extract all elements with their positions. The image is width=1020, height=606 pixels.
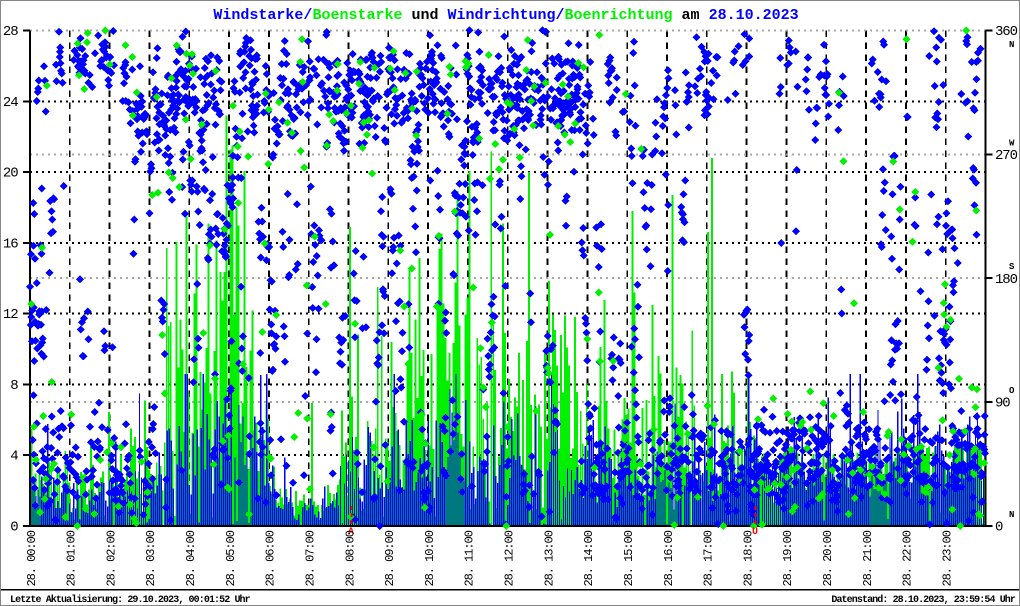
svg-text:28. 08:00: 28. 08:00 [343,530,357,586]
svg-text:28. 22:00: 28. 22:00 [901,530,915,586]
svg-text:28. 12:00: 28. 12:00 [503,530,517,586]
svg-text:Datenstand: 28.10.2023, 23:59:: Datenstand: 28.10.2023, 23:59:54 Uhr [831,594,1016,606]
svg-text:28. 06:00: 28. 06:00 [264,530,278,586]
svg-text:16: 16 [3,236,18,252]
svg-text:28. 23:00: 28. 23:00 [941,530,955,586]
svg-text:12: 12 [3,307,18,323]
svg-text:28. 13:00: 28. 13:00 [542,530,556,586]
svg-text:28. 16:00: 28. 16:00 [662,530,676,586]
svg-text:28. 09:00: 28. 09:00 [383,530,397,586]
svg-text:28. 14:00: 28. 14:00 [582,530,596,586]
svg-text:0: 0 [995,520,1003,536]
svg-text:28. 17:00: 28. 17:00 [702,530,716,586]
svg-text:28. 02:00: 28. 02:00 [104,530,118,586]
svg-text:28. 21:00: 28. 21:00 [861,530,875,586]
svg-text:28. 00:00: 28. 00:00 [25,530,39,586]
svg-text:28. 01:00: 28. 01:00 [65,530,79,586]
svg-text:180: 180 [995,272,1018,288]
svg-text:S: S [1009,262,1015,272]
svg-text:A: A [348,527,354,538]
svg-text:28. 03:00: 28. 03:00 [144,530,158,586]
svg-text:28. 04:00: 28. 04:00 [184,530,198,586]
svg-text:28. 11:00: 28. 11:00 [463,530,477,586]
svg-text:Windstarke/Boenstarke und Wind: Windstarke/Boenstarke und Windrichtung/B… [213,7,798,24]
svg-text:8: 8 [10,378,18,394]
svg-text:28. 07:00: 28. 07:00 [304,530,318,586]
svg-text:N: N [1009,40,1014,50]
svg-text:20: 20 [3,166,18,182]
svg-text:28. 10:00: 28. 10:00 [423,530,437,586]
svg-text:24: 24 [3,95,18,111]
svg-text:4: 4 [10,449,18,465]
svg-text:28. 15:00: 28. 15:00 [622,530,636,586]
svg-text:28. 05:00: 28. 05:00 [224,530,238,586]
svg-text:360: 360 [995,24,1018,40]
svg-text:28. 19:00: 28. 19:00 [781,530,795,586]
svg-text:28. 20:00: 28. 20:00 [821,530,835,586]
svg-text:W: W [1009,138,1015,148]
svg-text:28. 18:00: 28. 18:00 [741,530,755,586]
svg-text:270: 270 [995,148,1018,164]
svg-text:90: 90 [995,396,1010,412]
svg-text:0: 0 [10,520,18,536]
svg-text:28: 28 [3,24,18,40]
svg-text:Letzte Aktualisierung: 29.10.2: Letzte Aktualisierung: 29.10.2023, 00:01… [10,594,251,606]
svg-text:N: N [1009,510,1014,520]
svg-text:U: U [752,527,758,538]
svg-text:O: O [1009,386,1015,396]
